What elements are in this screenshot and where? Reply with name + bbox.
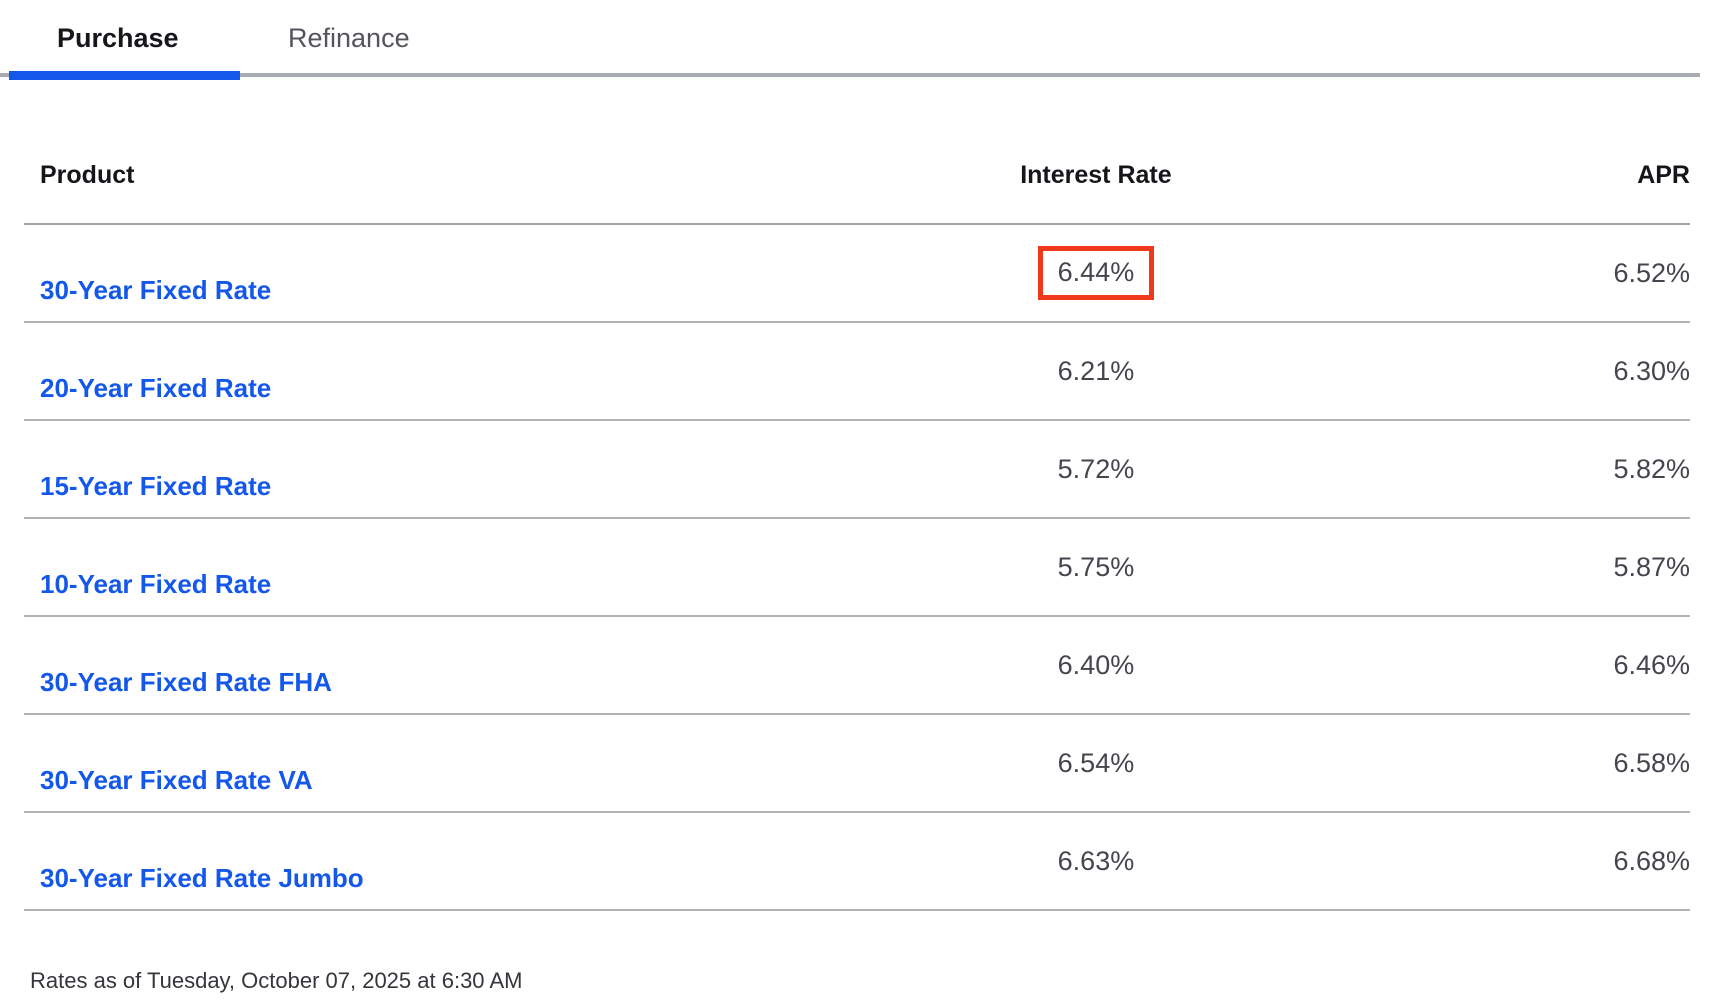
- product-link[interactable]: 30-Year Fixed Rate: [40, 275, 272, 305]
- rates-table: Product Interest Rate APR 30-Year Fixed …: [24, 160, 1690, 911]
- column-header-apr: APR: [1326, 160, 1690, 225]
- interest-rate-cell: 6.54%: [864, 714, 1327, 813]
- tabbar-underline: [0, 73, 1700, 77]
- rates-timestamp: Rates as of Tuesday, October 07, 2025 at…: [30, 968, 523, 993]
- interest-rate-cell: 6.44%: [864, 224, 1327, 323]
- apr-cell: 6.46%: [1326, 616, 1690, 715]
- interest-rate-value: 5.75%: [1057, 552, 1135, 582]
- table-row: 20-Year Fixed Rate 6.21% 6.30%: [24, 322, 1690, 421]
- apr-value: 6.52%: [1613, 258, 1690, 288]
- table-row: 10-Year Fixed Rate 5.75% 5.87%: [24, 518, 1690, 617]
- interest-rate-cell: 5.72%: [864, 420, 1327, 519]
- product-cell: 15-Year Fixed Rate: [24, 420, 865, 519]
- product-link[interactable]: 10-Year Fixed Rate: [40, 569, 272, 599]
- active-tab-indicator: [9, 71, 240, 80]
- product-cell: 20-Year Fixed Rate: [24, 322, 865, 421]
- product-link[interactable]: 20-Year Fixed Rate: [40, 373, 272, 403]
- apr-cell: 6.58%: [1326, 714, 1690, 813]
- product-cell: 10-Year Fixed Rate: [24, 518, 865, 617]
- table-row: 30-Year Fixed Rate VA 6.54% 6.58%: [24, 714, 1690, 813]
- table-row: 15-Year Fixed Rate 5.72% 5.82%: [24, 420, 1690, 519]
- table-row: 30-Year Fixed Rate Jumbo 6.63% 6.68%: [24, 812, 1690, 911]
- product-cell: 30-Year Fixed Rate Jumbo: [24, 812, 865, 911]
- product-cell: 30-Year Fixed Rate FHA: [24, 616, 865, 715]
- column-header-interest-rate: Interest Rate: [864, 160, 1327, 225]
- table-row: 30-Year Fixed Rate FHA 6.40% 6.46%: [24, 616, 1690, 715]
- interest-rate-cell: 5.75%: [864, 518, 1327, 617]
- interest-rate-value: 6.63%: [1057, 846, 1135, 876]
- product-link[interactable]: 15-Year Fixed Rate: [40, 471, 272, 501]
- apr-value: 6.58%: [1613, 748, 1690, 778]
- table-header-row: Product Interest Rate APR: [24, 160, 1690, 225]
- tab-bar: Purchase Refinance: [0, 0, 1726, 86]
- interest-rate-value: 6.40%: [1057, 650, 1135, 680]
- column-header-product: Product: [24, 160, 865, 225]
- apr-value: 5.82%: [1613, 454, 1690, 484]
- interest-rate-value: 6.54%: [1057, 748, 1135, 778]
- tab-refinance[interactable]: Refinance: [288, 23, 410, 53]
- product-link[interactable]: 30-Year Fixed Rate FHA: [40, 667, 332, 697]
- apr-cell: 5.82%: [1326, 420, 1690, 519]
- product-cell: 30-Year Fixed Rate: [24, 224, 865, 323]
- interest-rate-value: 5.72%: [1057, 454, 1135, 484]
- apr-cell: 6.68%: [1326, 812, 1690, 911]
- interest-rate-cell: 6.40%: [864, 616, 1327, 715]
- rates-table-body: 30-Year Fixed Rate 6.44% 6.52% 20-Year F…: [24, 224, 1690, 911]
- tab-purchase[interactable]: Purchase: [57, 23, 179, 53]
- apr-cell: 6.52%: [1326, 224, 1690, 323]
- table-row: 30-Year Fixed Rate 6.44% 6.52%: [24, 224, 1690, 323]
- product-link[interactable]: 30-Year Fixed Rate VA: [40, 765, 313, 795]
- apr-value: 6.30%: [1613, 356, 1690, 386]
- interest-rate-cell: 6.63%: [864, 812, 1327, 911]
- product-cell: 30-Year Fixed Rate VA: [24, 714, 865, 813]
- interest-rate-cell: 6.21%: [864, 322, 1327, 421]
- apr-value: 6.46%: [1613, 650, 1690, 680]
- apr-cell: 5.87%: [1326, 518, 1690, 617]
- product-link[interactable]: 30-Year Fixed Rate Jumbo: [40, 863, 364, 893]
- interest-rate-value-highlighted: 6.44%: [1037, 246, 1155, 300]
- apr-value: 5.87%: [1613, 552, 1690, 582]
- interest-rate-value: 6.21%: [1057, 356, 1135, 386]
- apr-cell: 6.30%: [1326, 322, 1690, 421]
- apr-value: 6.68%: [1613, 846, 1690, 876]
